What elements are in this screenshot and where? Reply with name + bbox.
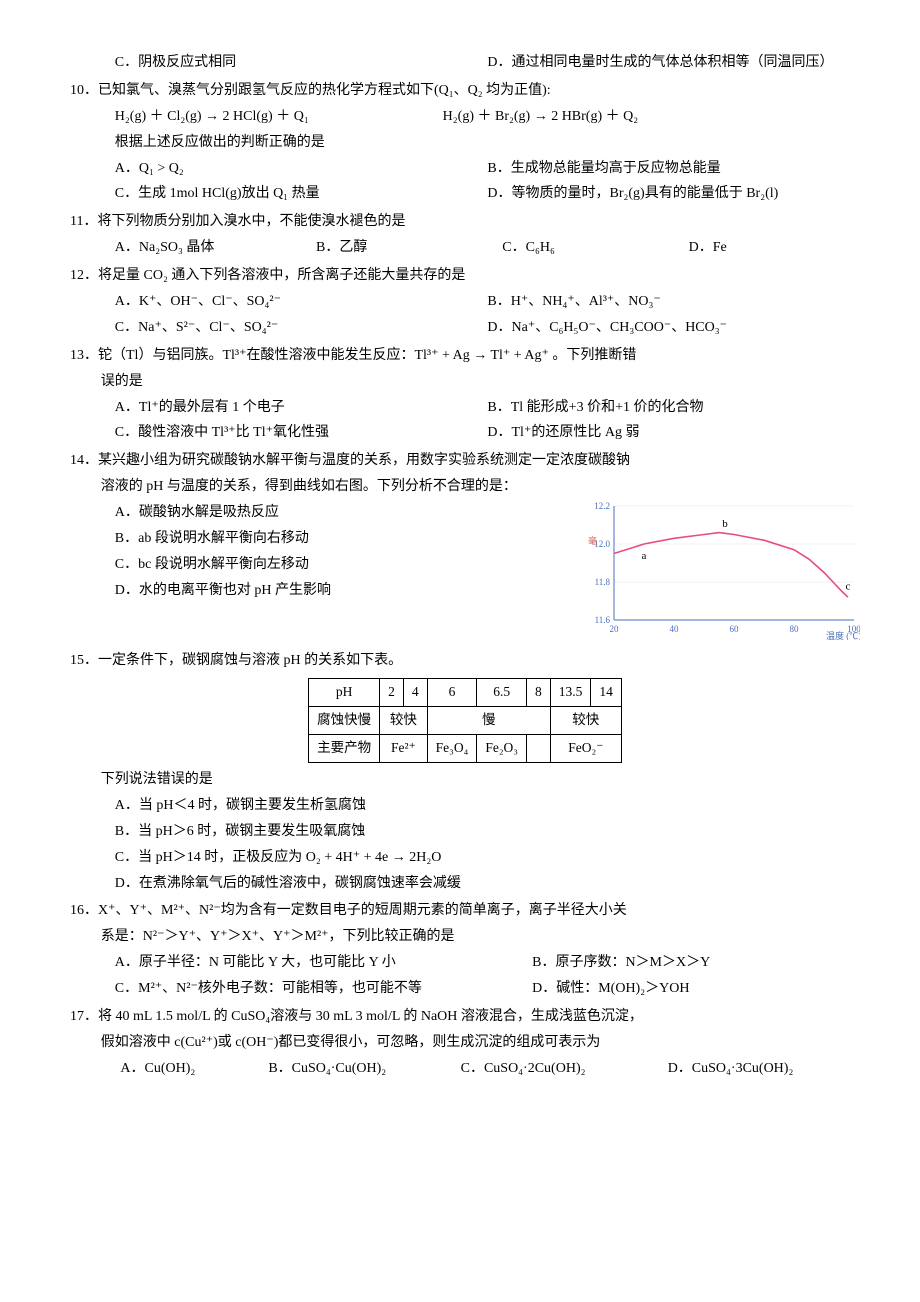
q12-optD: D．Na⁺、C₆H₅O⁻、CH₃COO⁻、HCO₃⁻ [487,315,860,341]
svg-text:12.2: 12.2 [594,501,610,511]
q13-optA: A．Tl⁺的最外层有 1 个电子 [115,395,488,421]
q16-optB: B．原子序数：N＞M＞X＞Y [532,950,710,976]
q13: 13．铊（Tl）与铝同族。Tl³⁺在酸性溶液中能发生反应：Tl³⁺ + Ag →… [70,343,860,447]
cell [526,734,550,762]
q12-optB: B．H⁺、NH₄⁺、Al³⁺、NO₃⁻ [487,289,860,315]
q12-optA: A．K⁺、OH⁻、Cl⁻、SO₄²⁻ [115,289,488,315]
q14: 14．某兴趣小组为研究碳酸钠水解平衡与温度的关系，用数字实验系统测定一定浓度碳酸… [70,448,860,646]
svg-text:11.8: 11.8 [595,577,611,587]
q12-stem: 12．将足量 CO₂ 通入下列各溶液中，所含离子还能大量共存的是 [70,263,860,289]
q10-optD: D．等物质的量时，Br₂(g)具有的能量低于 Br₂(l) [487,181,860,207]
cell: Fe₂O₃ [477,734,527,762]
cell: 6 [427,679,477,707]
q15-optD: D．在煮沸除氧气后的碱性溶液中，碳钢腐蚀速率会减缓 [70,871,860,897]
cell: 8 [526,679,550,707]
q16: 16．X⁺、Y⁺、M²⁺、N²⁻均为含有一定数目电子的短周期元素的简单离子，离子… [70,898,860,1002]
q10-optC: C．生成 1mol HCl(g)放出 Q₁ 热量 [115,181,488,207]
svg-text:20: 20 [610,624,620,634]
table-row: 主要产物 Fe²⁺ Fe₃O₄ Fe₂O₃ FeO₂⁻ [309,734,622,762]
svg-text:b: b [722,518,728,530]
q17-optA: A．Cu(OH)₂ [120,1056,268,1082]
q16-optA: A．原子半径：N 可能比 Y 大，也可能比 Y 小 [115,950,532,976]
svg-text:温度 (℃): 温度 (℃) [826,630,860,640]
cell-product-label: 主要产物 [309,734,380,762]
cell: 较快 [380,707,428,735]
q11-optB: B．乙醇 [316,235,502,261]
svg-text:80: 80 [790,624,800,634]
table-row: 腐蚀快慢 较快 慢 较快 [309,707,622,735]
q13-stem1: 13．铊（Tl）与铝同族。Tl³⁺在酸性溶液中能发生反应：Tl³⁺ + Ag →… [70,343,860,369]
svg-text:60: 60 [730,624,740,634]
q10-optB: B．生成物总能量均高于反应物总能量 [487,156,860,182]
q11-optA: A．Na₂SO₃ 晶体 [115,235,316,261]
cell: Fe²⁺ [380,734,428,762]
cell-speed-label: 腐蚀快慢 [309,707,380,735]
q12: 12．将足量 CO₂ 通入下列各溶液中，所含离子还能大量共存的是 A．K⁺、OH… [70,263,860,341]
svg-text:a: a [642,550,647,562]
q14-chart: 11.611.812.012.220406080100abc温度 (℃)毫 [580,500,860,640]
q15-optA: A．当 pH＜4 时，碳钢主要发生析氢腐蚀 [70,793,860,819]
q17-optB: B．CuSO₄·Cu(OH)₂ [268,1056,460,1082]
q10-stem2: 根据上述反应做出的判断正确的是 [70,130,860,156]
q15-optC: C．当 pH＞14 时，正极反应为 O₂ + 4H⁺ + 4e → 2H₂O [70,845,860,871]
q15-post: 下列说法错误的是 [70,767,860,793]
svg-text:毫: 毫 [588,535,597,546]
q13-optC: C．酸性溶液中 Tl³⁺比 Tl⁺氧化性强 [115,420,488,446]
q17-stem2: 假如溶液中 c(Cu²⁺)或 c(OH⁻)都已变得很小，可忽略，则生成沉淀的组成… [70,1030,860,1056]
q11: 11．将下列物质分别加入溴水中，不能使溴水褪色的是 A．Na₂SO₃ 晶体 B．… [70,209,860,261]
cell: Fe₃O₄ [427,734,477,762]
cell: 慢 [427,707,550,735]
q13-optD: D．Tl⁺的还原性比 Ag 弱 [487,420,860,446]
q10-stem1: 10．已知氯气、溴蒸气分别跟氢气反应的热化学方程式如下(Q₁、Q₂ 均为正值): [70,78,860,104]
q14-stem2: 溶液的 pH 与温度的关系，得到曲线如右图。下列分析不合理的是： [70,474,860,500]
q17-optD: D．CuSO₄·3Cu(OH)₂ [668,1056,794,1082]
q15-stem: 15．一定条件下，碳钢腐蚀与溶液 pH 的关系如下表。 [70,648,860,674]
q10-eq2: H₂(g) ＋ Br₂(g) → 2 HBr(g) ＋ Q₂ [443,104,638,130]
q9-optC: C．阴极反应式相同 [115,50,488,76]
cell: FeO₂⁻ [550,734,621,762]
q15: 15．一定条件下，碳钢腐蚀与溶液 pH 的关系如下表。 pH 2 4 6 6.5… [70,648,860,896]
q10-optA: A．Q₁ > Q₂ [115,156,488,182]
q9-optD: D．通过相同电量时生成的气体总体积相等（同温同压） [487,50,860,76]
q15-table: pH 2 4 6 6.5 8 13.5 14 腐蚀快慢 较快 慢 较快 主要产物… [308,678,622,763]
cell: 较快 [550,707,621,735]
q11-optC: C．C₆H₆ [502,235,688,261]
q9-options: C．阴极反应式相同 D．通过相同电量时生成的气体总体积相等（同温同压） [70,50,860,76]
cell: 13.5 [550,679,591,707]
q15-optB: B．当 pH＞6 时，碳钢主要发生吸氧腐蚀 [70,819,860,845]
svg-text:c: c [846,581,851,593]
cell-ph-label: pH [309,679,380,707]
q16-optC: C．M²⁺、N²⁻核外电子数：可能相等，也可能不等 [115,976,532,1002]
q17-stem1: 17．将 40 mL 1.5 mol/L 的 CuSO₄溶液与 30 mL 3 … [70,1004,860,1030]
table-row: pH 2 4 6 6.5 8 13.5 14 [309,679,622,707]
svg-text:11.6: 11.6 [595,615,611,625]
cell: 4 [403,679,427,707]
q12-optC: C．Na⁺、S²⁻、Cl⁻、SO₄²⁻ [115,315,488,341]
q16-stem1: 16．X⁺、Y⁺、M²⁺、N²⁻均为含有一定数目电子的短周期元素的简单离子，离子… [70,898,860,924]
svg-text:40: 40 [670,624,680,634]
q17: 17．将 40 mL 1.5 mol/L 的 CuSO₄溶液与 30 mL 3 … [70,1004,860,1082]
cell: 6.5 [477,679,527,707]
q10-eq1: H₂(g) ＋ Cl₂(g) → 2 HCl(g) ＋ Q₁ [115,104,443,130]
cell: 2 [380,679,404,707]
q16-stem2: 系是：N²⁻＞Y⁺、Y⁺＞X⁺、Y⁺＞M²⁺，下列比较正确的是 [70,924,860,950]
q16-optD: D．碱性：M(OH)₂＞YOH [532,976,689,1002]
q10: 10．已知氯气、溴蒸气分别跟氢气反应的热化学方程式如下(Q₁、Q₂ 均为正值):… [70,78,860,207]
q13-optB: B．Tl 能形成+3 价和+1 价的化合物 [487,395,860,421]
q17-optC: C．CuSO₄·2Cu(OH)₂ [461,1056,668,1082]
q14-stem1: 14．某兴趣小组为研究碳酸钠水解平衡与温度的关系，用数字实验系统测定一定浓度碳酸… [70,448,860,474]
q13-stem2: 误的是 [70,369,860,395]
cell: 14 [591,679,622,707]
q11-optD: D．Fe [689,235,860,261]
q11-stem: 11．将下列物质分别加入溴水中，不能使溴水褪色的是 [70,209,860,235]
